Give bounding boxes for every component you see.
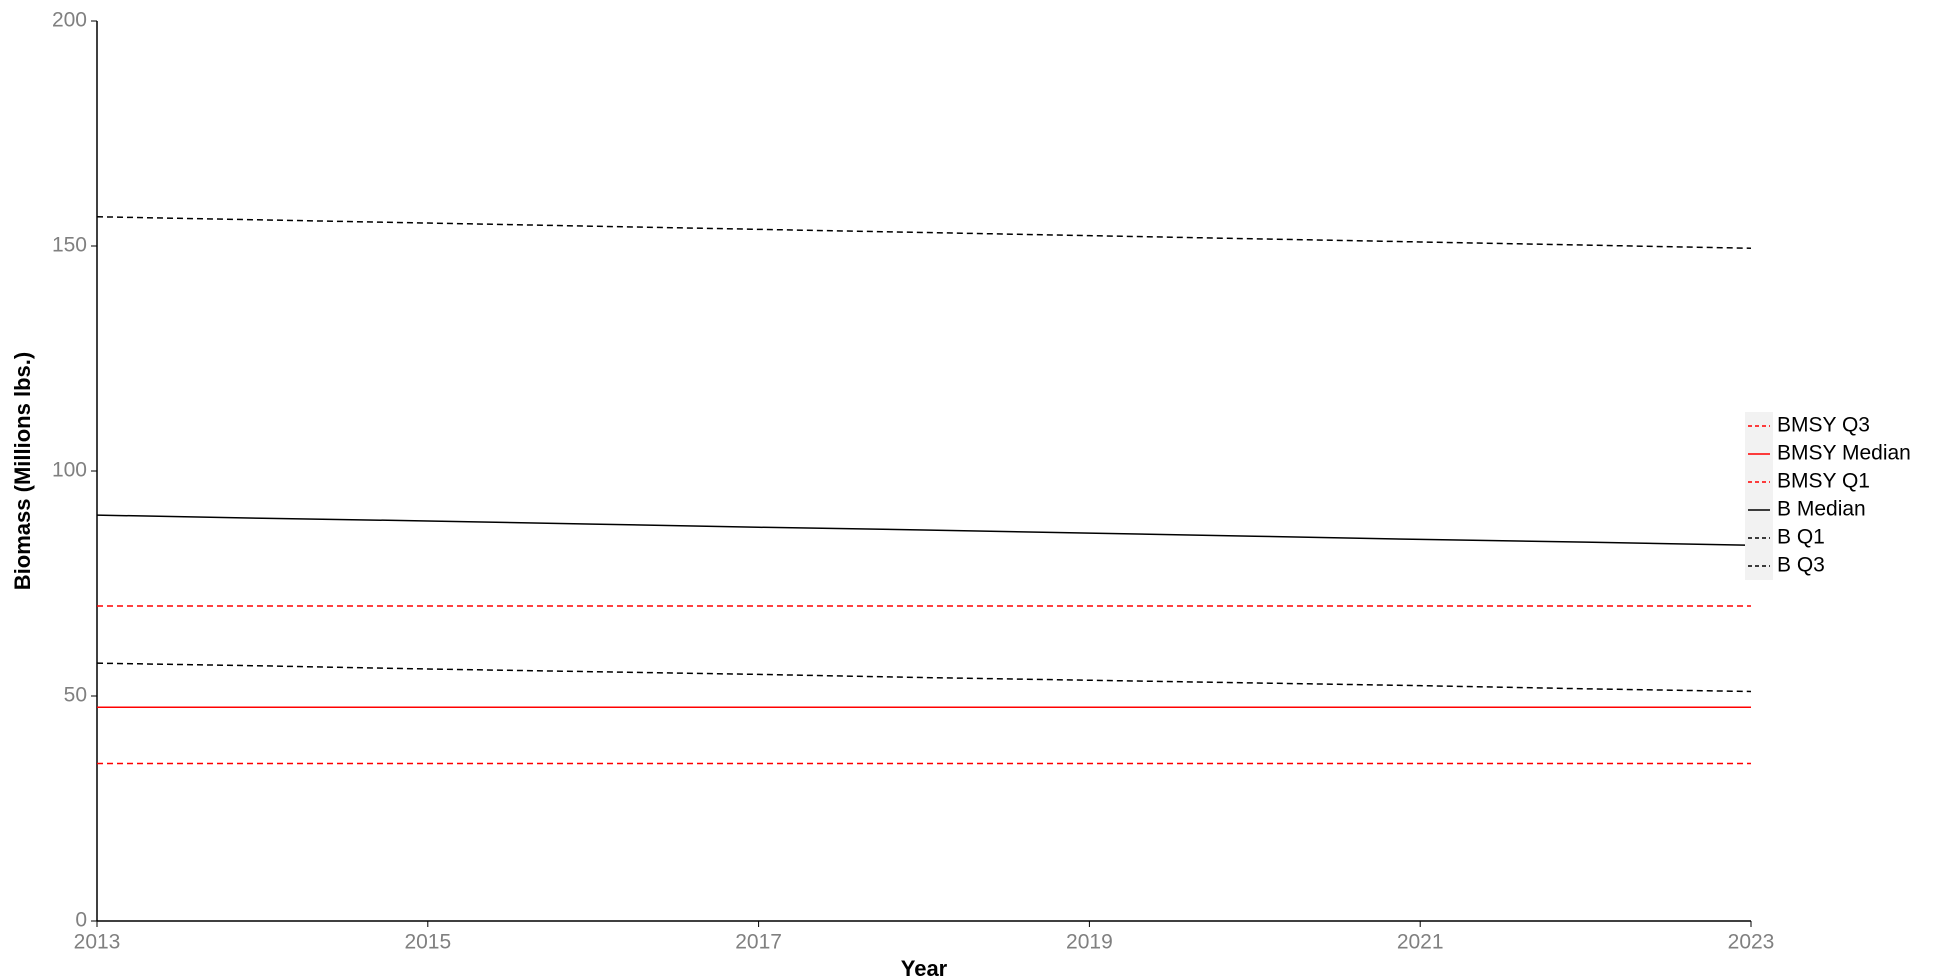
legend-label: BMSY Q1 <box>1777 470 1870 493</box>
x-tick-label: 2021 <box>1397 931 1444 954</box>
legend-label: B Median <box>1777 498 1866 521</box>
series-line <box>96 514 1752 546</box>
x-tick-label: 2013 <box>74 931 121 954</box>
legend-key-background <box>1745 412 1773 580</box>
y-axis-title: Biomass (Millions lbs.) <box>10 352 35 590</box>
x-tick-label: 2015 <box>404 931 451 954</box>
y-tick-label: 100 <box>52 459 87 482</box>
y-tick-label: 200 <box>52 9 87 32</box>
y-tick-label: 150 <box>52 234 87 257</box>
y-tick-label: 50 <box>64 684 87 707</box>
series-line <box>96 662 1752 693</box>
x-tick-label: 2023 <box>1728 931 1775 954</box>
legend-label: BMSY Q3 <box>1777 414 1870 437</box>
series-line <box>96 216 1752 249</box>
legend-label: B Q1 <box>1777 526 1825 549</box>
x-tick-label: 2019 <box>1066 931 1113 954</box>
x-tick-label: 2017 <box>735 931 782 954</box>
legend-label: B Q3 <box>1777 554 1825 577</box>
y-tick-label: 0 <box>75 909 87 932</box>
legend-label: BMSY Median <box>1777 442 1911 465</box>
x-axis-title: Year <box>901 956 948 979</box>
